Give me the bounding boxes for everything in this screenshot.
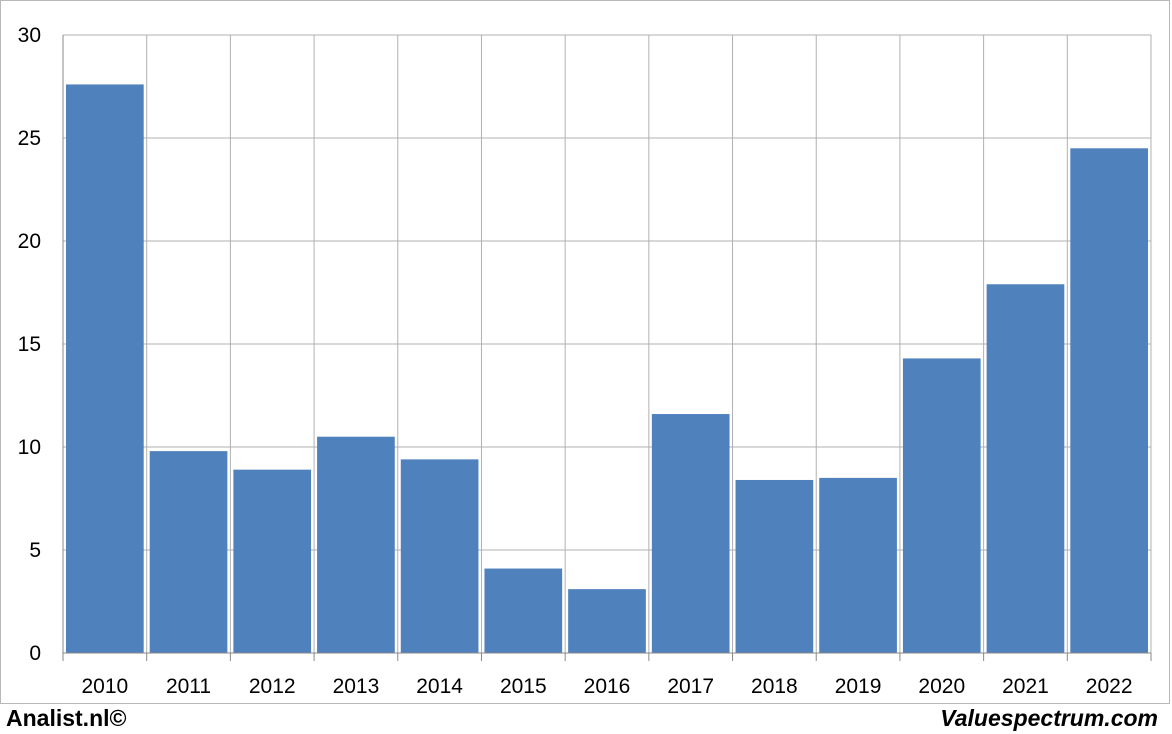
bars	[66, 84, 1148, 654]
y-tick-label: 20	[18, 230, 41, 253]
y-tick-label: 25	[18, 127, 41, 150]
x-tick-label: 2022	[1086, 675, 1133, 698]
y-tick-label: 5	[29, 539, 41, 562]
valuespectrum-credit: Valuespectrum.com	[940, 705, 1158, 731]
bar-2020	[902, 358, 981, 653]
bar-2012	[233, 469, 312, 653]
x-tick-label: 2020	[918, 675, 965, 698]
x-tick-label: 2014	[416, 675, 463, 698]
x-tick-label: 2012	[249, 675, 296, 698]
bar-2018	[735, 479, 814, 653]
bar-2022	[1070, 148, 1148, 654]
x-tick-label: 2015	[500, 675, 547, 698]
bar-2016	[568, 589, 646, 653]
bar-2010	[66, 84, 144, 653]
x-tick-label: 2011	[166, 675, 211, 698]
x-tick-label: 2017	[667, 675, 714, 698]
y-tick-label: 10	[18, 436, 41, 459]
x-tick-label: 2018	[751, 675, 798, 698]
x-tick-label: 2010	[81, 675, 128, 698]
bar-2011	[149, 451, 228, 653]
x-tick-label: 2016	[584, 675, 631, 698]
x-tick-label: 2013	[333, 675, 380, 698]
analist-credit: Analist.nl©	[6, 705, 127, 731]
x-tick-label: 2019	[835, 675, 882, 698]
y-tick-label: 0	[29, 642, 41, 665]
bar-2013	[317, 436, 395, 653]
chart-frame: 0 5 10 15 20 25 30 2010 2011 2012 2013 2014 2015 201…	[0, 0, 1170, 704]
bar-2017	[651, 414, 730, 653]
bar-2021	[986, 284, 1065, 653]
grid-lines	[62, 34, 1152, 654]
axes	[62, 35, 1152, 661]
x-tick-labels: 2010 2011 2012 2013 2014 2015 2016 2017 2018 2019…	[81, 675, 1132, 698]
y-tick-labels: 0 5 10 15 20 25 30	[18, 24, 41, 665]
bar-2014	[400, 459, 479, 653]
x-tick-label: 2021	[1002, 675, 1049, 698]
y-tick-label: 30	[18, 24, 41, 47]
bar-2019	[819, 477, 897, 653]
bar-2015	[484, 568, 563, 653]
y-tick-label: 15	[18, 333, 41, 356]
